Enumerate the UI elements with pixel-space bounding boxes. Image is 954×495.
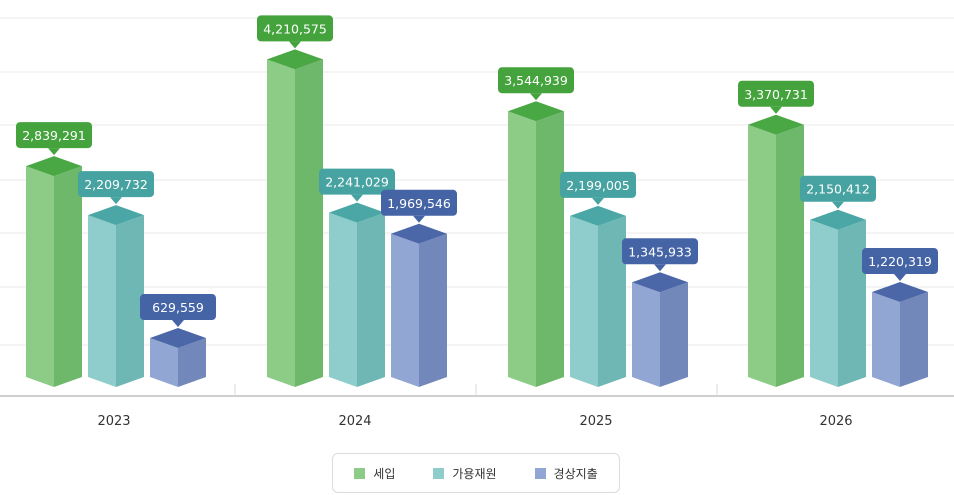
bar-top — [508, 101, 564, 122]
data-label: 3,370,731 — [744, 87, 808, 102]
bar-face-right — [900, 292, 928, 387]
data-label-pointer — [894, 274, 906, 282]
bar-face-left — [329, 212, 357, 387]
bar-face-right — [419, 233, 447, 387]
data-label-box — [16, 122, 92, 149]
data-label-pointer — [592, 197, 604, 205]
legend-label-available-funds: 가용재원 — [452, 466, 497, 481]
data-label: 2,150,412 — [806, 182, 870, 197]
bar-face-right — [54, 166, 82, 387]
data-label-box — [800, 175, 876, 202]
data-label-pointer — [351, 194, 363, 202]
data-label-pointer — [110, 197, 122, 205]
data-label-pointer — [172, 320, 184, 328]
bar-face-left — [810, 219, 838, 387]
bar-face-left — [748, 124, 776, 387]
data-label: 1,220,319 — [868, 254, 932, 269]
bar-face-right — [838, 219, 866, 387]
data-label-pointer — [530, 93, 542, 101]
bar-face-right — [295, 59, 323, 387]
legend-swatch-revenue — [354, 467, 366, 479]
legend-item-revenue[interactable]: 세입 — [354, 465, 395, 482]
bar-face-left — [632, 282, 660, 387]
data-label: 4,210,575 — [263, 21, 327, 36]
bar-face-right — [178, 338, 206, 387]
legend-label-revenue: 세입 — [373, 466, 396, 481]
bar-face-left — [508, 111, 536, 388]
data-label-box — [622, 238, 698, 265]
bar-face-left — [267, 59, 295, 387]
data-label-pointer — [48, 148, 60, 156]
bar-face-left — [391, 233, 419, 387]
bar-face-left — [88, 215, 116, 387]
data-label-pointer — [289, 41, 301, 49]
bar-face-right — [536, 111, 564, 388]
bar-top — [748, 114, 804, 135]
data-label-box — [498, 67, 574, 94]
bar-face-left — [872, 292, 900, 387]
legend-swatch-current-expenditure — [534, 467, 546, 479]
data-label: 2,199,005 — [566, 178, 630, 193]
bar-face-left — [26, 166, 54, 387]
data-label-box — [381, 189, 457, 216]
bar-face-right — [776, 124, 804, 387]
legend-label-current-expenditure: 경상지출 — [553, 466, 598, 481]
data-label-box — [140, 294, 216, 321]
data-label: 1,345,933 — [628, 244, 692, 259]
x-tick-label: 2026 — [819, 414, 852, 429]
bar-chart: 2023 2,839,291 2,209,732 629,559 2024 4,210,5… — [0, 15, 954, 429]
bar-top — [810, 209, 866, 230]
data-label: 2,241,029 — [325, 175, 389, 190]
bar-top — [150, 328, 206, 349]
data-label-pointer — [832, 201, 844, 209]
legend: 세입 가용재원 경상지출 — [332, 453, 620, 493]
bar-face-right — [598, 215, 626, 387]
bar-top — [570, 205, 626, 226]
data-label: 3,544,939 — [504, 73, 568, 88]
bar-top — [329, 202, 385, 223]
bar-top — [391, 223, 447, 244]
bar-top — [26, 156, 82, 177]
bar-face-left — [150, 338, 178, 387]
data-label-pointer — [413, 215, 425, 223]
x-tick-label: 2024 — [338, 414, 371, 429]
data-label-box — [862, 248, 938, 275]
bar-face-left — [570, 215, 598, 387]
data-label-box — [738, 80, 814, 107]
bar-face-right — [357, 212, 385, 387]
data-label-pointer — [654, 264, 666, 272]
bar-top — [872, 282, 928, 303]
data-label: 1,969,546 — [387, 196, 451, 211]
legend-item-available-funds[interactable]: 가용재원 — [433, 465, 497, 482]
data-label: 2,209,732 — [84, 177, 148, 192]
data-label-box — [78, 171, 154, 198]
x-tick-label: 2023 — [97, 414, 130, 429]
data-label-box — [560, 171, 636, 198]
data-label-pointer — [770, 106, 782, 114]
data-label: 2,839,291 — [22, 128, 86, 143]
bar-face-right — [116, 215, 144, 387]
data-label: 629,559 — [152, 300, 204, 315]
legend-item-current-expenditure[interactable]: 경상지출 — [534, 465, 598, 482]
bar-top — [632, 272, 688, 293]
data-label-box — [257, 15, 333, 42]
bar-face-right — [660, 282, 688, 387]
legend-swatch-available-funds — [433, 467, 445, 479]
bar-top — [267, 49, 323, 70]
data-label-box — [319, 168, 395, 195]
x-tick-label: 2025 — [579, 414, 612, 429]
bar-top — [88, 205, 144, 226]
